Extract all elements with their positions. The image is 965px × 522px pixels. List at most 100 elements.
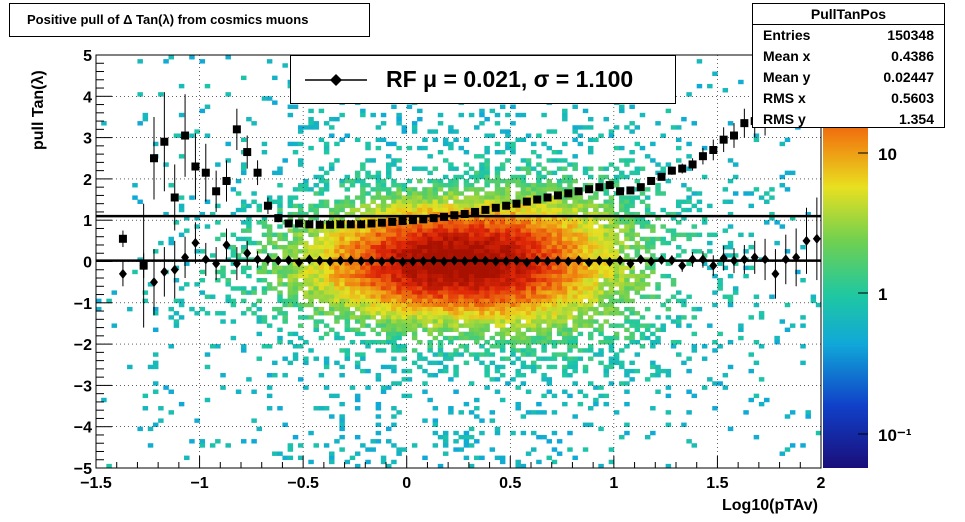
heatmap-cell (541, 187, 547, 192)
heatmap-cell (204, 104, 211, 109)
heatmap-cell (380, 187, 387, 192)
heatmap-cell (546, 224, 553, 229)
legend-text: RF μ = 0.021, σ = 1.100 (386, 66, 634, 92)
heatmap-cell (323, 356, 330, 361)
mean-point (647, 256, 656, 267)
heatmap-cell (256, 306, 263, 312)
heatmap-cell (572, 154, 578, 159)
heatmap-cell (313, 269, 319, 275)
heatmap-cell (676, 199, 682, 204)
heatmap-cell (432, 418, 439, 423)
heatmap-cell (442, 335, 449, 341)
heatmap-cell (510, 319, 516, 324)
heatmap-cell (479, 195, 485, 200)
heatmap-cell (375, 311, 382, 316)
heatmap-cell (318, 249, 325, 254)
heatmap-cell (437, 178, 444, 184)
heatmap-cell (494, 265, 501, 271)
heatmap-cell (696, 232, 703, 238)
heatmap-cell (323, 278, 330, 283)
heatmap-cell (437, 298, 444, 304)
heatmap-cell (308, 430, 314, 436)
heatmap-cell (370, 228, 376, 233)
heatmap-cell (474, 224, 480, 229)
heatmap-cell (308, 228, 314, 233)
heatmap-cell (650, 224, 656, 229)
heatmap-cell (432, 311, 439, 316)
heatmap-cell (644, 195, 651, 200)
heatmap-cell (339, 183, 345, 188)
heatmap-cell (344, 302, 351, 308)
heatmap-cell (386, 187, 392, 192)
heatmap-cell (505, 133, 511, 138)
heatmap-cell (655, 187, 661, 192)
rms-point (305, 220, 314, 229)
heatmap-cell (691, 191, 698, 196)
heatmap-cell (520, 414, 527, 419)
heatmap-cell (386, 302, 392, 308)
heatmap-cell (556, 273, 563, 279)
heatmap-cell (437, 319, 444, 324)
mean-point (802, 235, 811, 246)
heatmap-cell (370, 240, 376, 246)
heatmap-cell (484, 269, 490, 275)
heatmap-cell (370, 187, 376, 192)
heatmap-cell (525, 207, 532, 213)
heatmap-cell (639, 282, 646, 287)
heatmap-cell (608, 278, 615, 283)
heatmap-cell (287, 261, 294, 266)
heatmap-cell (386, 191, 392, 196)
heatmap-cell (463, 360, 470, 366)
heatmap-cell (556, 286, 563, 291)
heatmap-cell (318, 282, 325, 287)
heatmap-cell (360, 253, 366, 258)
heatmap-cell (572, 236, 578, 242)
heatmap-cell (577, 265, 584, 271)
heatmap-cell (582, 261, 589, 266)
heatmap-cell (178, 232, 185, 238)
heatmap-cell (468, 311, 475, 316)
heatmap-cell (520, 183, 527, 188)
heatmap-cell (329, 133, 335, 138)
heatmap-cell (422, 195, 428, 200)
heatmap-cell (391, 232, 397, 238)
heatmap-cell (624, 236, 630, 242)
heatmap-cell (505, 311, 511, 316)
mean-point (585, 257, 593, 268)
heatmap-cell (531, 306, 537, 312)
heatmap-cell (354, 327, 361, 333)
heatmap-cell (396, 298, 402, 304)
heatmap-cell (546, 199, 553, 204)
heatmap-cell (432, 360, 439, 366)
heatmap-cell (577, 294, 584, 299)
heatmap-cell (442, 327, 449, 333)
heatmap-cell (525, 273, 532, 279)
heatmap-cell (732, 286, 739, 291)
heatmap-cell (567, 269, 573, 275)
heatmap-cell (427, 273, 433, 279)
heatmap-cell (230, 244, 237, 250)
heatmap-cell (670, 232, 677, 238)
heatmap-cell (178, 203, 185, 209)
heatmap-cell (354, 137, 361, 143)
heatmap-cell (644, 294, 651, 299)
heatmap-cell (474, 253, 480, 258)
heatmap-cell (432, 302, 439, 308)
heatmap-cell (360, 298, 366, 304)
heatmap-cell (344, 265, 351, 271)
heatmap-cell (463, 170, 470, 176)
heatmap-cell (334, 315, 340, 320)
heatmap-cell (567, 253, 573, 258)
heatmap-cell (417, 228, 423, 233)
heatmap-cell (354, 306, 361, 312)
heatmap-cell (474, 228, 480, 233)
heatmap-cell (448, 232, 454, 238)
heatmap-cell (515, 183, 521, 188)
heatmap-cell (665, 298, 672, 304)
heatmap-cell (386, 232, 392, 238)
heatmap-cell (510, 315, 516, 320)
heatmap-cell (401, 356, 408, 361)
heatmap-cell (386, 141, 392, 147)
heatmap-cell (329, 393, 335, 399)
heatmap-cell (235, 286, 242, 291)
